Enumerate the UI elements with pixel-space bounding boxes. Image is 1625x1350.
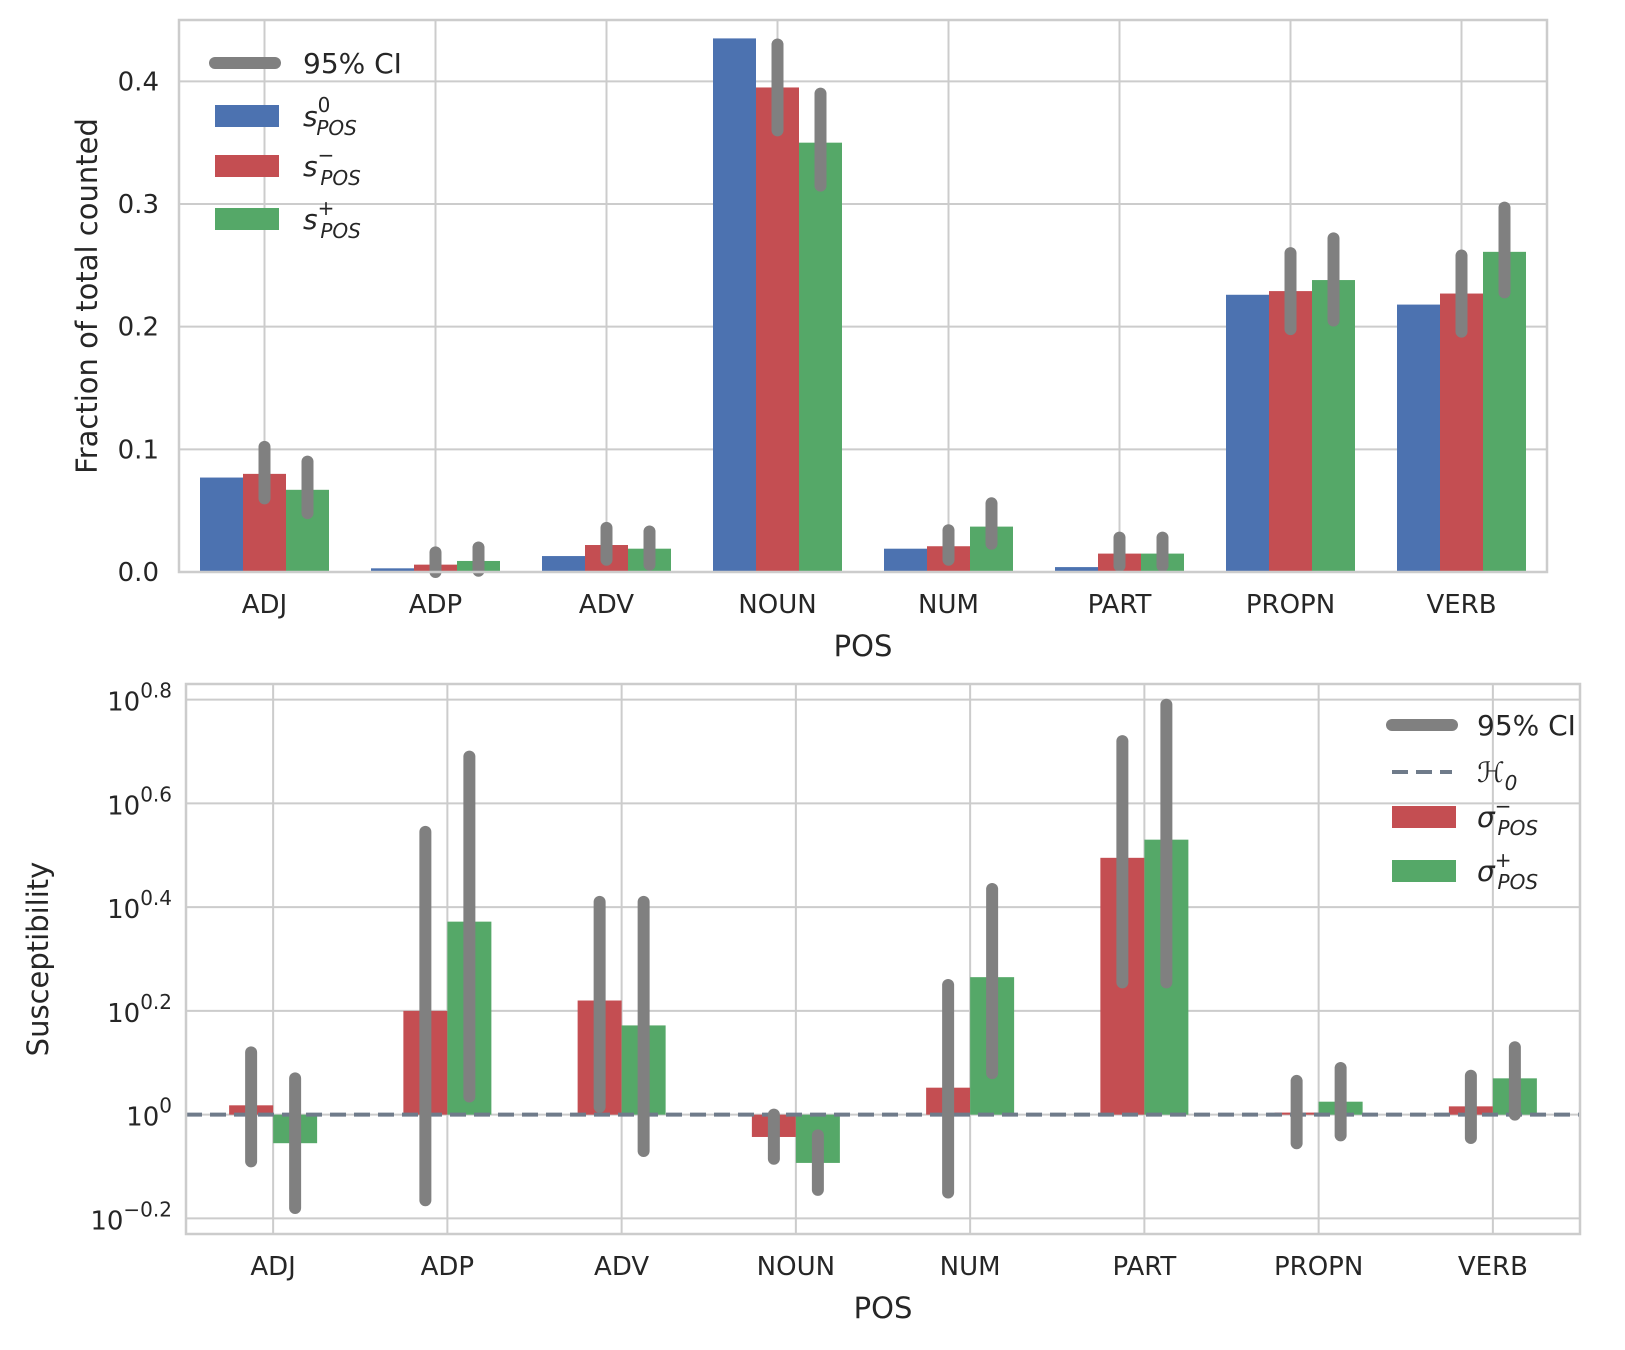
top-y-axis-label: Fraction of total counted [70, 118, 104, 474]
top-x-tick-label: PROPN [1246, 590, 1335, 620]
top-bar-minus [1269, 291, 1312, 572]
bottom-x-tick-label: NOUN [757, 1252, 835, 1282]
top-bar-s0 [1397, 304, 1440, 572]
top-legend-s0-label-base: s [303, 100, 318, 133]
fraction-bar-chart: 0.0 0.1 0.2 0.3 0.4 ADJ ADP ADV NOUN NUM PART PROPN… [70, 18, 1549, 663]
top-legend-plus-label-sub: POS [320, 219, 361, 243]
bottom-y-tick-label: 100.8 [107, 679, 172, 718]
bottom-legend-plus-swatch [1392, 860, 1456, 882]
top-legend-minus-label: s− POS [303, 143, 361, 190]
bottom-x-axis-label: POS [854, 1291, 913, 1325]
top-legend-plus-label-sup: + [318, 196, 335, 220]
top-x-tick-label: ADV [579, 590, 634, 620]
bottom-x-tick-label: VERB [1458, 1252, 1528, 1282]
bottom-legend-h0-label: ℋ0 [1477, 756, 1517, 795]
bottom-x-tick-label: NUM [940, 1252, 1001, 1282]
bottom-y-tick-exp: 0.8 [140, 679, 172, 703]
bottom-y-tick-label: 100.2 [107, 990, 172, 1029]
top-bar-s0 [371, 568, 414, 572]
bottom-y-tick-label: 100.6 [107, 782, 172, 821]
top-bar-s0 [713, 38, 756, 572]
bottom-y-tick-exp: 0.6 [140, 782, 172, 806]
bottom-legend-minus-label-sup: − [1495, 794, 1512, 818]
top-y-tick-label: 0.1 [118, 435, 159, 465]
bottom-y-tick-base: 10 [107, 688, 140, 718]
top-legend-minus-swatch [215, 155, 279, 177]
top-bar-s0 [200, 477, 243, 572]
bottom-legend-ci-label: 95% CI [1477, 709, 1576, 742]
bottom-y-tick-exp: 0.4 [140, 886, 172, 910]
bottom-y-tick-label: 10−0.2 [90, 1197, 172, 1236]
top-bar-s0 [1226, 294, 1269, 572]
top-y-tick-label: 0.3 [118, 190, 159, 220]
top-bar-minus [1440, 293, 1483, 572]
top-legend-s0-label-sup: 0 [318, 93, 331, 117]
top-y-tick-label: 0.0 [118, 558, 159, 588]
bottom-y-tick-label: 100 [126, 1094, 172, 1133]
top-bar-s0 [1055, 567, 1098, 572]
top-legend-s0-swatch [215, 105, 279, 127]
bottom-legend-h0-label-sub: 0 [1505, 771, 1518, 795]
top-bar-minus [756, 87, 799, 572]
top-legend-plus-swatch [215, 208, 279, 230]
top-bar-s0 [542, 556, 585, 572]
top-legend-ci-label: 95% CI [303, 47, 402, 80]
bottom-legend-plus-label-sup: + [1495, 848, 1512, 872]
top-y-tick-label: 0.2 [118, 313, 159, 343]
bottom-legend-minus-label: σ− POS [1477, 794, 1538, 840]
bottom-x-tick-label: ADP [421, 1252, 475, 1282]
bottom-y-tick-exp: −0.2 [123, 1197, 172, 1221]
top-legend-minus-label-sup: − [318, 143, 335, 167]
bottom-y-tick-label: 100.4 [107, 886, 172, 925]
top-bar-plus [799, 142, 842, 572]
bottom-frame [184, 682, 1582, 1236]
bottom-x-tick-label: ADV [594, 1252, 649, 1282]
bottom-x-tick-label: PART [1112, 1252, 1176, 1282]
bottom-legend-plus-label-sub: POS [1498, 870, 1539, 894]
top-bar-plus [1312, 280, 1355, 572]
top-frame [177, 18, 1549, 574]
top-x-tick-label: ADJ [242, 590, 287, 620]
top-legend-minus-label-base: s [303, 150, 318, 183]
bottom-legend-minus-label-base: σ [1477, 801, 1496, 834]
top-legend-s0-label-sub: POS [316, 116, 357, 140]
top-legend-minus-label-sub: POS [320, 166, 361, 190]
bottom-y-tick-base: 10 [90, 1206, 123, 1236]
top-legend-s0-label: s0 POS [303, 93, 357, 140]
top-x-tick-label: VERB [1426, 590, 1496, 620]
bottom-plot-area [186, 684, 1580, 1234]
bottom-y-tick-exp: 0 [159, 1094, 172, 1118]
top-bar-plus [1483, 251, 1526, 572]
bottom-y-tick-base: 10 [126, 1103, 159, 1133]
top-y-tick-label: 0.4 [118, 67, 159, 97]
bottom-legend-minus-label-sub: POS [1498, 816, 1539, 840]
bottom-legend-plus-label: σ+ POS [1477, 848, 1538, 894]
bottom-y-tick-exp: 0.2 [140, 990, 172, 1014]
top-x-tick-label: PART [1088, 590, 1152, 620]
bottom-y-tick-base: 10 [107, 791, 140, 821]
top-x-axis-label: POS [834, 629, 893, 663]
bottom-legend-minus-swatch [1392, 806, 1456, 828]
bottom-x-tick-label: ADJ [250, 1252, 295, 1282]
top-x-tick-label: ADP [409, 590, 463, 620]
bottom-y-axis-label: Susceptibility [21, 862, 55, 1057]
bottom-y-tick-base: 10 [107, 895, 140, 925]
top-x-tick-label: NOUN [738, 590, 816, 620]
bottom-x-tick-label: PROPN [1274, 1252, 1363, 1282]
bottom-y-tick-base: 10 [107, 999, 140, 1029]
bottom-legend-plus-label-base: σ [1477, 855, 1496, 888]
top-x-tick-label: NUM [918, 590, 979, 620]
top-legend-plus-label: s+ POS [303, 196, 361, 243]
top-legend-plus-label-base: s [303, 203, 318, 236]
top-bar-s0 [884, 548, 927, 572]
bottom-legend-h0-label-base: ℋ [1477, 756, 1505, 789]
